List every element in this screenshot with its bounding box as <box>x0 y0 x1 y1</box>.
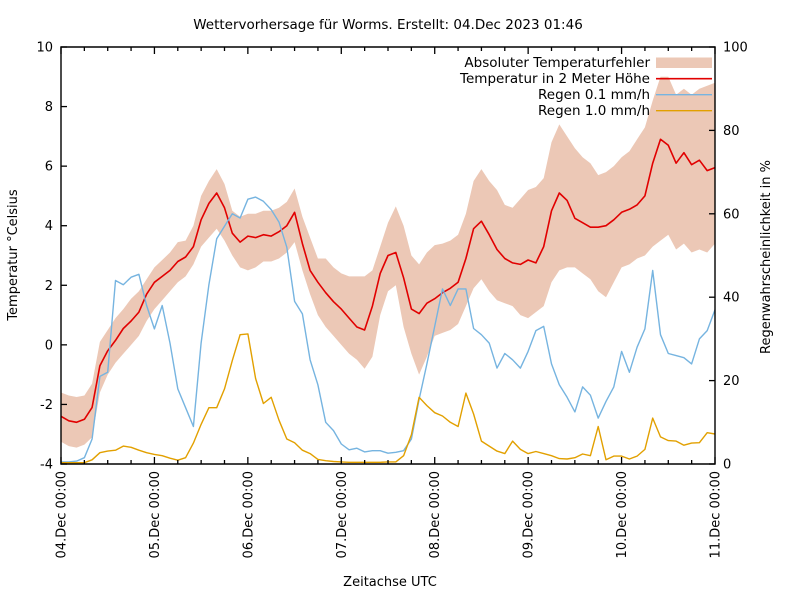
legend-item-temperature-error: Absoluter Temperaturfehler <box>464 55 712 71</box>
legend-item-temperature: Temperatur in 2 Meter Höhe <box>459 71 712 87</box>
legend-label-rain-10: Regen 1.0 mm/h <box>538 103 650 119</box>
y-left-tick-label: -2 <box>40 398 53 413</box>
y-axis-left-title: Temperatur °Celsius <box>6 189 21 322</box>
y-left-tick-label: 10 <box>36 41 53 56</box>
x-tick-label: 09.Dec 00:00 <box>522 471 537 558</box>
x-tick-label: 10.Dec 00:00 <box>615 471 630 558</box>
y-axis-right-title: Regenwahrscheinlichkeit in % <box>759 160 774 354</box>
legend-label-temperature: Temperatur in 2 Meter Höhe <box>459 71 650 87</box>
x-tick-label: 05.Dec 00:00 <box>148 471 163 558</box>
y-left-tick-label: 4 <box>45 219 53 234</box>
x-axis-title: Zeitachse UTC <box>343 575 437 590</box>
chart-title: Wettervorhersage für Worms. Erstellt: 04… <box>193 17 583 33</box>
x-tick-label: 04.Dec 00:00 <box>55 471 70 558</box>
y-left-tick-label: 6 <box>45 160 53 175</box>
y-right-tick-label: 100 <box>723 41 748 56</box>
y-left-tick-label: 2 <box>45 279 53 294</box>
x-tick-label: 11.Dec 00:00 <box>709 471 724 558</box>
legend-label-temperature-error: Absoluter Temperaturfehler <box>464 55 650 71</box>
rain-10-line <box>61 333 716 464</box>
y-right-tick-label: 40 <box>723 291 740 306</box>
x-tick-label: 07.Dec 00:00 <box>335 471 350 558</box>
y-right-tick-label: 80 <box>723 124 740 139</box>
legend-item-rain-01: Regen 0.1 mm/h <box>538 87 712 103</box>
y-right-tick-label: 20 <box>723 374 740 389</box>
y-left-tick-label: -4 <box>40 458 53 473</box>
temperature-error-band <box>61 76 715 448</box>
x-tick-label: 06.Dec 00:00 <box>241 471 256 558</box>
rain-01-line <box>61 196 716 463</box>
temperature-line <box>60 138 716 424</box>
legend: Absoluter Temperaturfehler Temperatur in… <box>459 55 712 119</box>
y-left-tick-label: 8 <box>45 100 53 115</box>
y-right-tick-label: 0 <box>723 458 731 473</box>
y-left-tick-label: 0 <box>45 338 53 353</box>
legend-item-rain-10: Regen 1.0 mm/h <box>538 103 712 119</box>
y-right-tick-label: 60 <box>723 207 740 222</box>
x-tick-label: 08.Dec 00:00 <box>428 471 443 558</box>
plot-border <box>60 46 716 465</box>
legend-label-rain-01: Regen 0.1 mm/h <box>538 87 650 103</box>
legend-swatch-temperature-error-band <box>656 57 712 68</box>
